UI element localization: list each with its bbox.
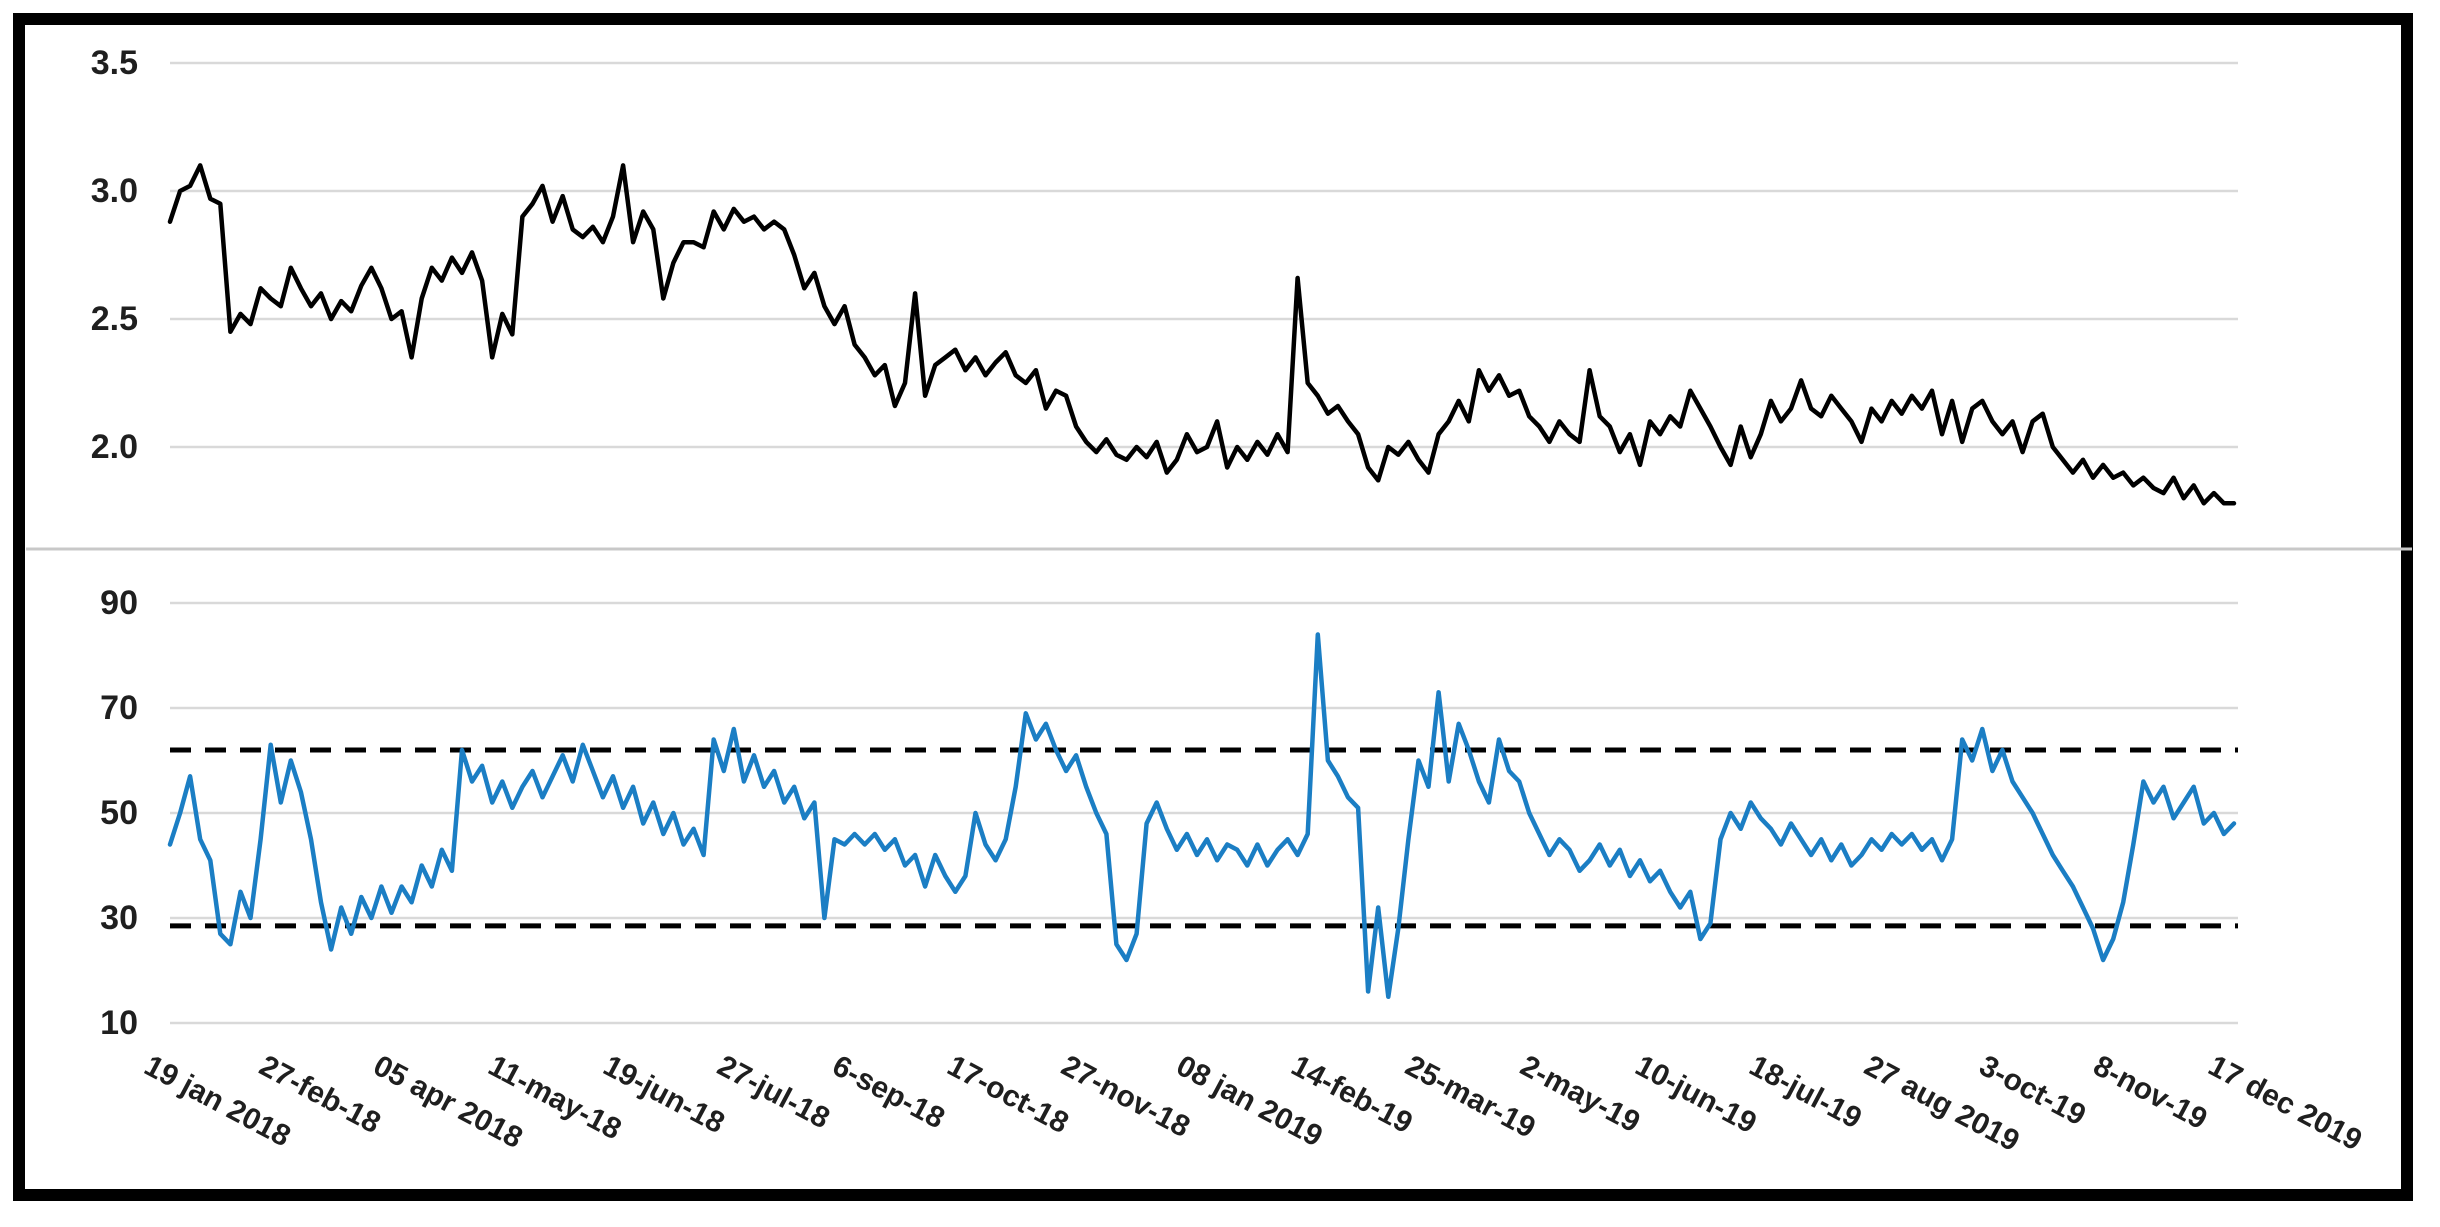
y-axis-tick-label: 90 (100, 584, 138, 622)
line-series-group (167, 163, 2237, 1000)
y-axis-tick-label: 3.0 (90, 172, 138, 210)
price-line-series (167, 163, 2237, 506)
y-axis-tick-label: 50 (100, 794, 138, 832)
chart-frame (13, 13, 2413, 1201)
top-panel-gridlines (170, 61, 2238, 449)
bottom-panel-gridlines (170, 601, 2238, 1025)
y-axis-tick-label: 2.5 (90, 300, 138, 338)
y-axis-tick-label: 2.0 (90, 428, 138, 466)
oscillator-line-series (167, 632, 2237, 1000)
y-axis-tick-label: 10 (100, 1004, 138, 1042)
y-axis-tick-label: 30 (100, 899, 138, 937)
threshold-dashed-lines (170, 747, 2238, 929)
y-axis-tick-label: 3.5 (90, 44, 138, 82)
y-axis-tick-label: 70 (100, 689, 138, 727)
